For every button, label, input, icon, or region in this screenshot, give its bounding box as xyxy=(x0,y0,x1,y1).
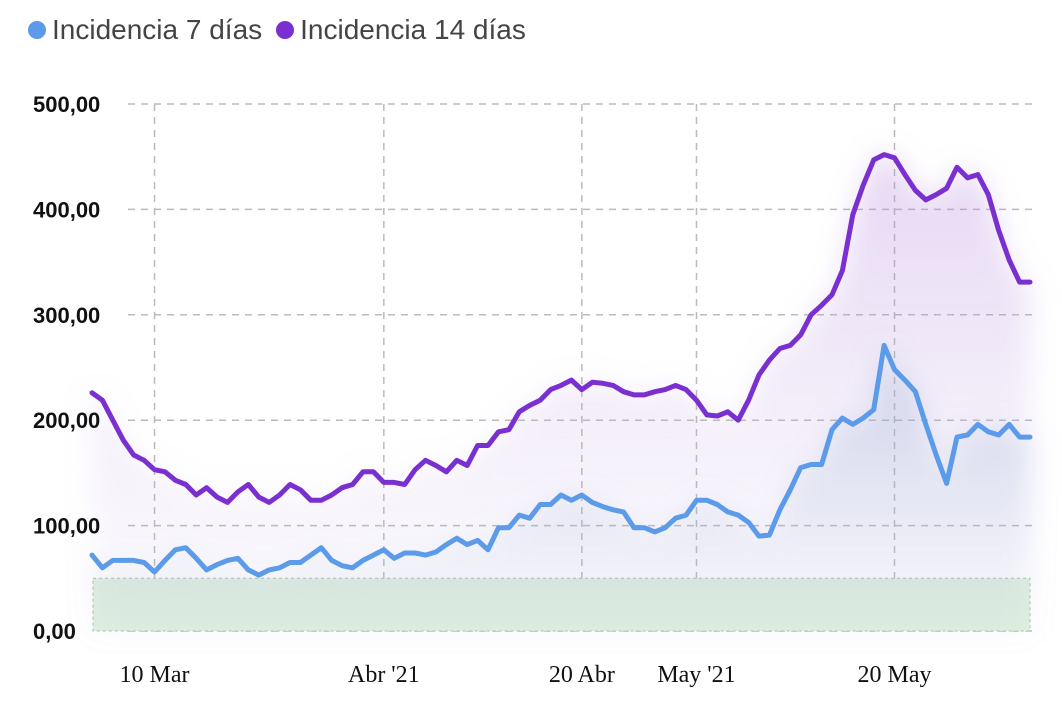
y-tick-label: 100,00 xyxy=(33,514,100,539)
series-area-0 xyxy=(92,345,1030,631)
x-tick-label: Abr '21 xyxy=(348,662,420,688)
legend-item-14-dias[interactable]: Incidencia 14 días xyxy=(276,14,526,46)
legend-dot-7-dias xyxy=(28,21,46,39)
y-tick-label: 400,00 xyxy=(33,197,100,222)
legend-item-7-dias[interactable]: Incidencia 7 días xyxy=(28,14,262,46)
legend-label-7-dias: Incidencia 7 días xyxy=(52,14,263,45)
x-tick-label: May '21 xyxy=(657,662,735,688)
x-tick-label: 20 May xyxy=(858,662,932,688)
legend: Incidencia 7 días Incidencia 14 días xyxy=(28,14,526,46)
legend-label-14-dias: Incidencia 14 días xyxy=(300,14,526,45)
x-tick-label: 10 Mar xyxy=(120,662,190,688)
series-line-7-dias xyxy=(89,342,1033,578)
y-tick-label: 200,00 xyxy=(33,408,100,433)
y-tick-label: 300,00 xyxy=(33,303,100,328)
x-tick-label: 20 Abr xyxy=(549,662,615,688)
series-line-14-dias xyxy=(89,152,1033,505)
y-tick-label: 0,00 xyxy=(33,619,76,644)
y-tick-label: 500,00 xyxy=(33,92,100,117)
legend-dot-14-dias xyxy=(276,21,295,39)
